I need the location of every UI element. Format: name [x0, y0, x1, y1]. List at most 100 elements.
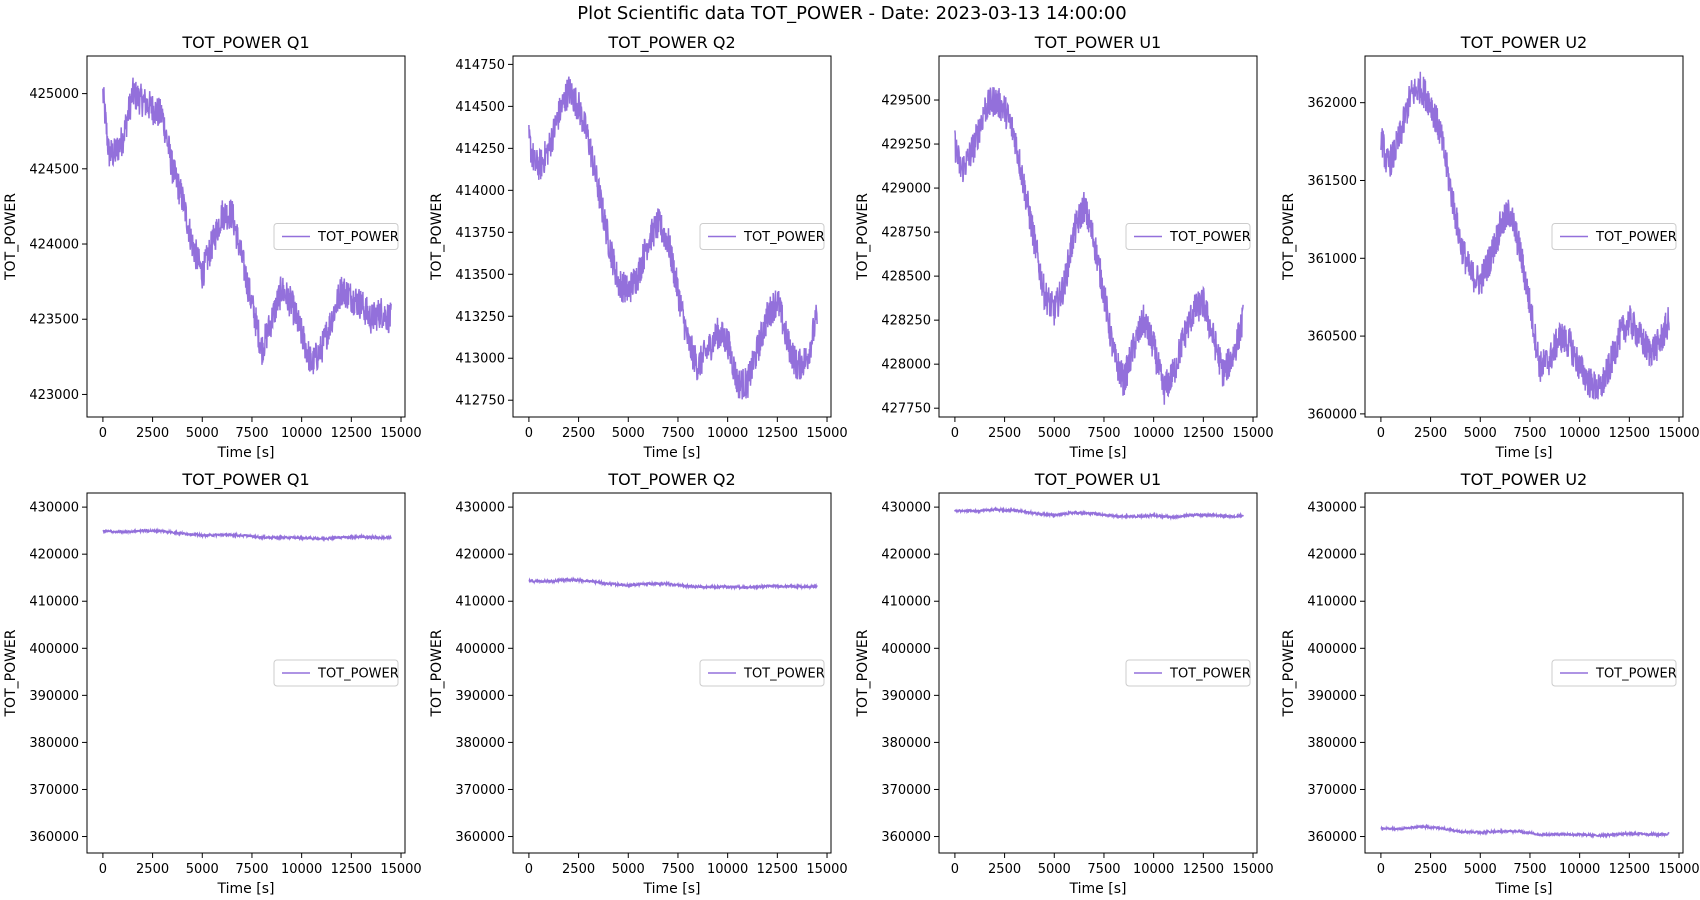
y-tick-label: 370000 — [455, 783, 505, 798]
x-tick-label: 12500 — [1609, 862, 1650, 877]
legend: TOT_POWER — [273, 659, 399, 687]
subplot-title: TOT_POWER U2 — [1460, 470, 1587, 490]
subplot-5: TOT_POWER Q1 0 2500 5000 7500 10000 12500 15000… — [3, 470, 422, 897]
plot-frame — [938, 492, 1258, 854]
y-tick-label: 390000 — [29, 689, 79, 704]
y-tick-label: 390000 — [455, 689, 505, 704]
y-tick-label: 430000 — [1307, 501, 1357, 516]
y-tick-label: 423500 — [29, 313, 79, 328]
y-tick-label: 428750 — [881, 226, 931, 241]
y-tick-label: 413500 — [455, 268, 505, 283]
x-tick-label: 0 — [525, 426, 533, 441]
y-tick-label: 414750 — [455, 58, 505, 73]
x-axis-label: Time [s] — [1069, 881, 1127, 897]
y-tick-label: 380000 — [881, 736, 931, 751]
y-tick-label: 360000 — [1307, 830, 1357, 845]
plot-frame — [1364, 492, 1684, 854]
x-tick-label: 2500 — [1414, 426, 1447, 441]
subplot-6: TOT_POWER Q2 0 2500 5000 7500 10000 12500 15000… — [429, 470, 848, 897]
legend-entry: TOT_POWER — [1169, 230, 1251, 245]
y-tick-label: 360000 — [29, 830, 79, 845]
x-tick-label: 15000 — [1658, 426, 1699, 441]
y-tick-label: 390000 — [1307, 689, 1357, 704]
y-tick-label: 370000 — [29, 783, 79, 798]
x-tick-label: 12500 — [757, 862, 798, 877]
series-line — [1380, 71, 1670, 401]
y-tick-label: 414500 — [455, 100, 505, 115]
series-line — [954, 506, 1244, 521]
x-tick-label: 0 — [951, 862, 959, 877]
plot-frame — [512, 492, 832, 854]
subplot-7: TOT_POWER U1 0 2500 5000 7500 10000 12500 15000… — [855, 470, 1274, 897]
subplot-4: TOT_POWER U2 0 2500 5000 7500 10000 12500 15000… — [1281, 33, 1700, 461]
series-line — [102, 77, 392, 375]
y-tick-label: 362000 — [1307, 96, 1357, 111]
y-tick-label: 370000 — [881, 783, 931, 798]
x-tick-label: 2500 — [562, 862, 595, 877]
y-tick-label: 360500 — [1307, 330, 1357, 345]
y-tick-label: 361500 — [1307, 174, 1357, 189]
y-tick-label: 413250 — [455, 310, 505, 325]
legend: TOT_POWER — [699, 659, 825, 687]
y-tick-label: 413750 — [455, 226, 505, 241]
x-tick-label: 12500 — [757, 426, 798, 441]
y-tick-label: 414000 — [455, 184, 505, 199]
legend-entry: TOT_POWER — [317, 667, 399, 682]
x-tick-label: 0 — [525, 862, 533, 877]
y-tick-label: 428000 — [881, 358, 931, 373]
x-axis-label: Time [s] — [1069, 445, 1127, 461]
y-tick-label: 410000 — [881, 595, 931, 610]
subplot-title: TOT_POWER Q2 — [607, 470, 735, 490]
y-tick-label: 370000 — [1307, 783, 1357, 798]
y-tick-label: 390000 — [881, 689, 931, 704]
legend-entry: TOT_POWER — [317, 230, 399, 245]
x-tick-label: 12500 — [331, 426, 372, 441]
x-tick-label: 10000 — [281, 426, 322, 441]
legend-box — [1125, 659, 1251, 687]
x-tick-label: 10000 — [707, 862, 748, 877]
y-tick-label: 412750 — [455, 394, 505, 409]
x-axis-label: Time [s] — [643, 445, 701, 461]
legend: TOT_POWER — [273, 223, 399, 250]
y-axis-label: TOT_POWER — [1281, 629, 1297, 717]
x-tick-label: 0 — [1377, 862, 1385, 877]
y-tick-label: 425000 — [29, 87, 79, 102]
plot-frame — [86, 55, 406, 418]
legend-entry: TOT_POWER — [743, 230, 825, 245]
x-tick-label: 12500 — [331, 862, 372, 877]
y-tick-label: 430000 — [881, 501, 931, 516]
legend-box — [1125, 223, 1251, 250]
y-tick-label: 414250 — [455, 142, 505, 157]
y-tick-label: 420000 — [455, 548, 505, 563]
subplot-2: TOT_POWER Q2 0 2500 5000 7500 10000 12500 15000… — [429, 33, 848, 461]
legend-box — [1551, 223, 1677, 250]
y-tick-label: 410000 — [1307, 595, 1357, 610]
x-tick-label: 7500 — [661, 426, 694, 441]
x-axis-label: Time [s] — [217, 445, 275, 461]
y-axis-label: TOT_POWER — [3, 193, 19, 281]
legend: TOT_POWER — [1125, 223, 1251, 250]
x-tick-label: 10000 — [1559, 426, 1600, 441]
subplot-title: TOT_POWER Q2 — [607, 33, 735, 53]
series-line — [1380, 823, 1670, 839]
x-tick-label: 10000 — [1133, 426, 1174, 441]
legend-entry: TOT_POWER — [1169, 667, 1251, 682]
legend-box — [699, 659, 825, 687]
subplot-1: TOT_POWER Q1 0 2500 5000 7500 10000 12500 15000… — [3, 33, 422, 461]
y-tick-label: 360000 — [1307, 407, 1357, 422]
y-tick-label: 400000 — [1307, 642, 1357, 657]
legend-entry: TOT_POWER — [1595, 667, 1677, 682]
y-tick-label: 429250 — [881, 138, 931, 153]
x-axis-label: Time [s] — [643, 881, 701, 897]
legend: TOT_POWER — [1125, 659, 1251, 687]
y-tick-label: 400000 — [881, 642, 931, 657]
series-line — [528, 576, 818, 591]
y-tick-label: 400000 — [455, 642, 505, 657]
subplot-title: TOT_POWER U1 — [1034, 33, 1161, 53]
x-tick-label: 2500 — [1414, 862, 1447, 877]
legend-box — [1551, 659, 1677, 687]
y-tick-label: 360000 — [455, 830, 505, 845]
y-tick-label: 380000 — [1307, 736, 1357, 751]
x-tick-label: 7500 — [235, 426, 268, 441]
